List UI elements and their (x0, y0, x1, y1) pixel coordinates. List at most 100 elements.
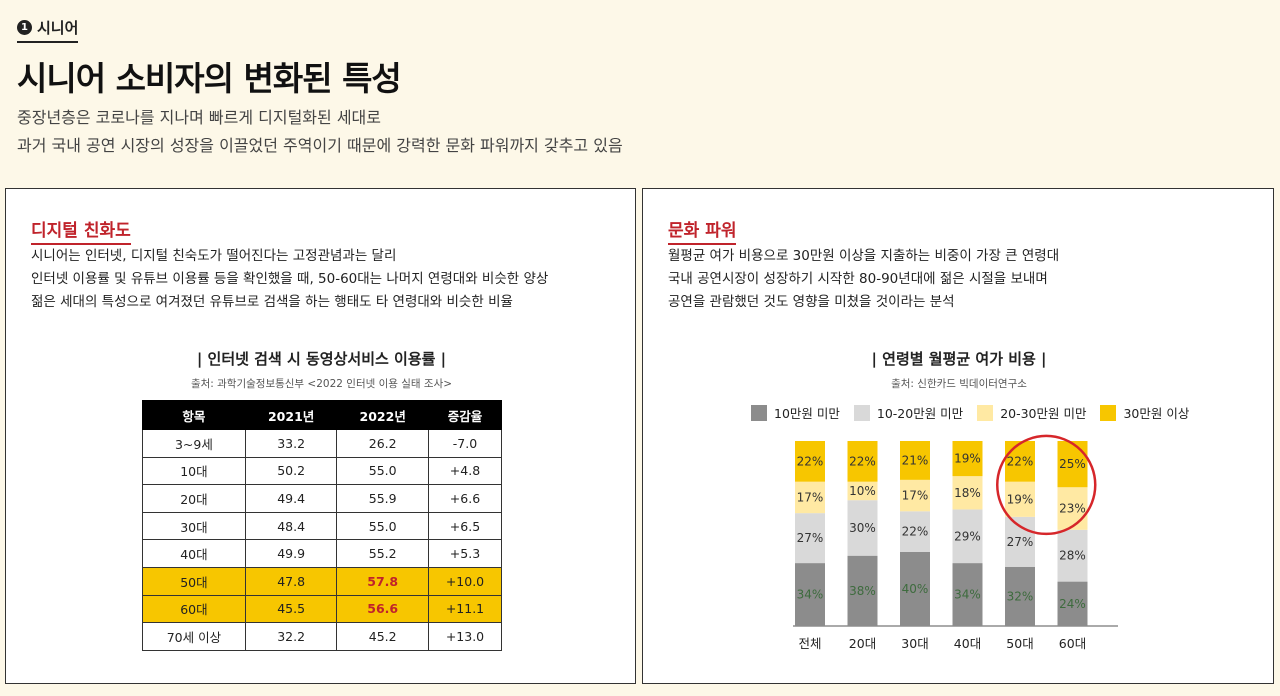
col-header-2022: 2022년 (336, 400, 429, 430)
table-cell: 60대 (142, 594, 246, 624)
bar-segment (1005, 481, 1035, 517)
desc-line: 국내 공연시장이 성장하기 시작한 80-90년대에 젊은 시절을 보내며 (668, 271, 1048, 287)
table-cell: +11.1 (427, 594, 503, 624)
table-cell: 57.8 (336, 566, 429, 596)
bar-segment (1057, 529, 1088, 582)
bar-segment (900, 441, 930, 480)
table-cell: 33.2 (244, 429, 338, 458)
table-cell: 48.4 (244, 511, 338, 541)
digital-affinity-panel: 디지털 친화도 시니어는 인터넷, 디지털 친숙도가 떨어진다는 고정관념과는 … (5, 188, 636, 684)
legend-swatch (751, 404, 767, 421)
col-header-item: 항목 (142, 400, 246, 430)
page-subtitle: 중장년층은 코로나를 지나며 빠르게 디지털화된 세대로 과거 국내 공연 시장… (17, 104, 623, 160)
table-cell: -7.0 (427, 429, 503, 458)
table-cell: 45.5 (244, 594, 338, 624)
chart-title: | 연령별 월평균 여가 비용 | (871, 350, 1047, 368)
table-cell: 55.9 (336, 484, 429, 513)
table-cell: 45.2 (336, 622, 429, 651)
data-label: 22% (797, 454, 824, 468)
table-cell: 20대 (142, 484, 246, 513)
bar-segment (1057, 487, 1088, 530)
bar-segment (952, 441, 983, 477)
data-label: 17% (902, 489, 929, 503)
table-cell: +5.3 (427, 539, 503, 568)
bar-segment (1005, 441, 1035, 482)
table-cell: +6.6 (427, 484, 503, 513)
section-tag-label: 시니어 (37, 19, 79, 37)
bar-segment (795, 513, 825, 564)
data-label: 21% (902, 453, 929, 467)
table-title: | 인터넷 검색 시 동영상서비스 이용률 | (196, 350, 447, 368)
legend-swatch (853, 404, 870, 421)
video-service-usage-table: 항목 2021년 2022년 증감율 3~9세 33.2 26.2 -7.0 10대 50… (142, 400, 503, 651)
data-label: 32% (1007, 589, 1034, 603)
digital-affinity-description: 시니어는 인터넷, 디지털 친숙도가 떨어진다는 고정관념과는 달리 인터넷 이… (31, 245, 548, 314)
legend-item: 30만원 이상 (1100, 403, 1189, 422)
x-tick-label: 30대 (901, 636, 928, 651)
table-cell: 49.9 (244, 539, 338, 568)
table-row: 20대 49.4 55.9 +6.6 (142, 484, 503, 513)
table-cell: +4.8 (427, 456, 503, 486)
table-cell: 26.2 (336, 429, 429, 458)
data-label: 17% (797, 490, 824, 504)
chart-legend: 10만원 미만 10-20만원 미만 20-30만원 미만 30만원 이상 (751, 403, 1189, 422)
table-row: 10대 50.2 55.0 +4.8 (142, 456, 503, 486)
bar-segment (847, 500, 878, 556)
legend-label: 10만원 미만 (774, 406, 840, 421)
bar-segment (847, 441, 878, 482)
desc-line: 젊은 세대의 특성으로 여겨졌던 유튜브로 검색을 하는 행태도 타 연령대와 … (31, 294, 513, 310)
bar-segment (952, 509, 983, 564)
data-label: 22% (849, 454, 876, 468)
bar-segment (952, 476, 983, 510)
table-row: 60대 45.5 56.6 +11.1 (142, 594, 503, 624)
cultural-power-description: 월평균 여가 비용으로 30만원 이상을 지출하는 비중이 가장 큰 연령대 국… (668, 245, 1059, 314)
legend-label: 20-30만원 미만 (1000, 406, 1087, 421)
x-tick-label: 40대 (954, 636, 981, 651)
data-label: 29% (954, 529, 981, 543)
table-cell: +10.0 (427, 566, 503, 596)
legend-swatch (977, 404, 994, 421)
table-cell: 49.4 (244, 484, 338, 513)
table-row: 70세 이상 32.2 45.2 +13.0 (142, 622, 503, 651)
table-cell: 50.2 (244, 456, 338, 486)
col-header-2021: 2021년 (244, 400, 338, 430)
bar-segment (847, 555, 878, 626)
bar-segment (1005, 566, 1035, 626)
bar-segment (1057, 441, 1088, 488)
col-header-change: 증감율 (427, 400, 503, 430)
legend-item: 10만원 미만 (751, 403, 840, 422)
table-cell: 40대 (142, 539, 246, 568)
subtitle-line-2: 과거 국내 공연 시장의 성장을 이끌었던 주역이기 때문에 강력한 문화 파워… (17, 136, 623, 155)
table-cell: 55.2 (336, 539, 429, 568)
data-label: 18% (954, 486, 981, 500)
table-cell: 55.0 (336, 511, 429, 541)
desc-line: 시니어는 인터넷, 디지털 친숙도가 떨어진다는 고정관념과는 달리 (31, 248, 397, 264)
data-label: 38% (849, 584, 876, 598)
desc-line: 인터넷 이용률 및 유튜브 이용률 등을 확인했을 때, 50-60대는 나머지… (31, 271, 549, 287)
chart-source: 출처: 신한카드 빅데이터연구소 (891, 378, 1027, 390)
table-cell: 47.8 (244, 566, 338, 596)
data-label: 34% (797, 588, 824, 602)
leisure-cost-stacked-bar-chart: 34% 27% 17% 22% 전체 38% 30% 10% 22% 20대 40% 22% 17% 21… (793, 434, 1118, 651)
legend-swatch (1100, 404, 1117, 421)
data-label: 10% (849, 484, 876, 498)
table-source: 출처: 과학기술정보통신부 <2022 인터넷 이용 실태 조사> (190, 378, 453, 390)
data-label: 24% (1059, 597, 1086, 611)
bar-segment (1057, 581, 1088, 626)
data-label: 34% (954, 588, 981, 602)
desc-line: 월평균 여가 비용으로 30만원 이상을 지출하는 비중이 가장 큰 연령대 (668, 248, 1060, 264)
legend-label: 10-20만원 미만 (876, 406, 964, 421)
highlight-circle (996, 434, 1097, 536)
table-cell: 32.2 (244, 622, 338, 651)
bar-segment (900, 552, 930, 626)
page-title: 시니어 소비자의 변화된 특성 (17, 59, 402, 98)
x-tick-label: 전체 (798, 636, 821, 651)
data-label: 19% (954, 452, 981, 466)
bar-segment (795, 481, 825, 514)
table-row: 50대 47.8 57.8 +10.0 (142, 566, 503, 596)
data-label: 25% (1059, 457, 1086, 471)
table-cell: +6.5 (427, 511, 503, 541)
data-label: 40% (902, 582, 929, 596)
x-tick-label: 50대 (1006, 636, 1033, 651)
table-cell: 10대 (142, 456, 246, 486)
